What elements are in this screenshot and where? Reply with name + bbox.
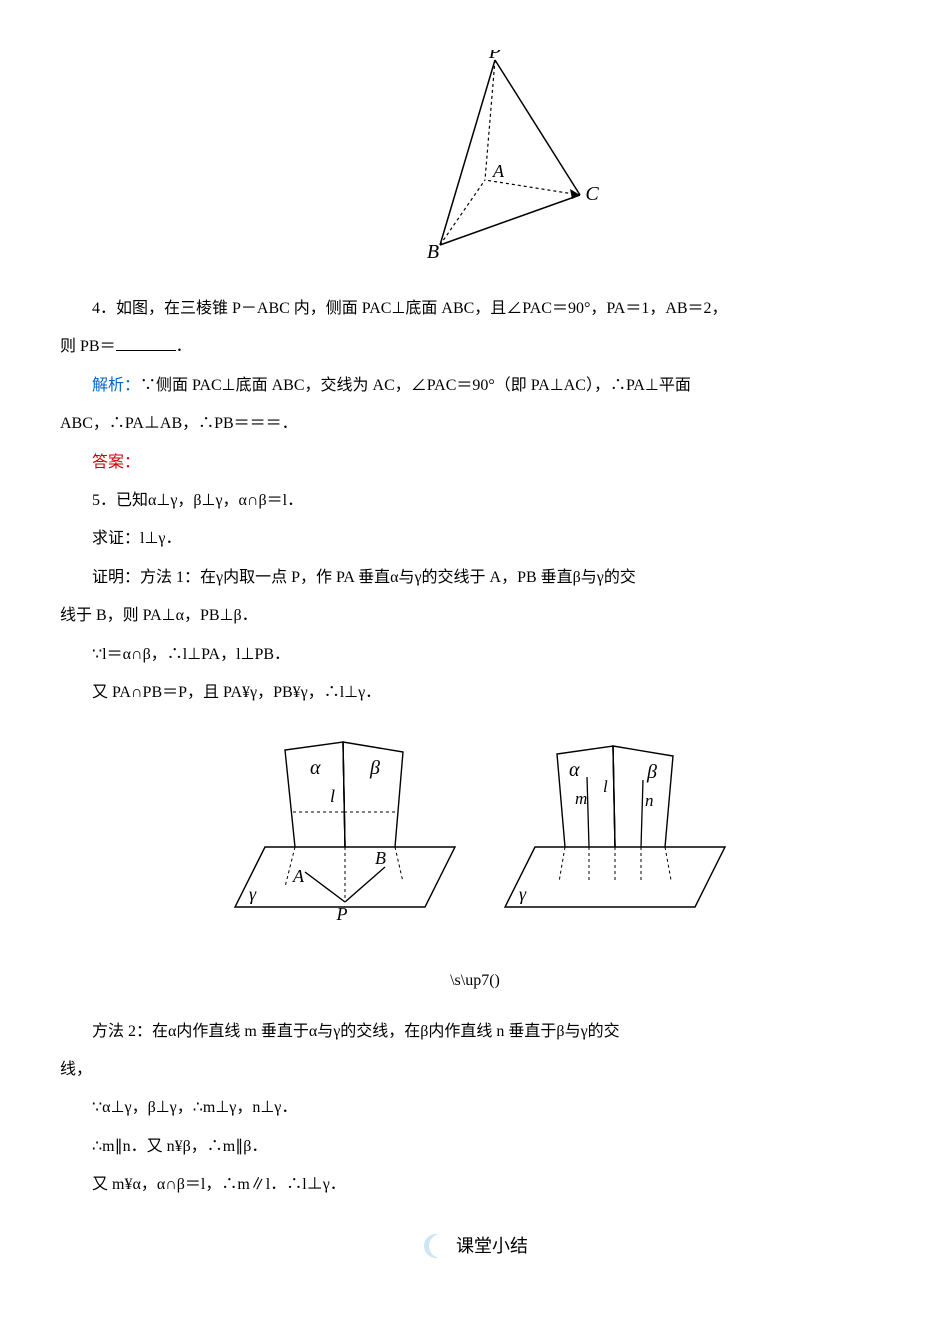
q4-text-b: 则 PB＝ xyxy=(60,338,116,355)
figure-pyramid: P A B C xyxy=(60,50,890,260)
l-alpha: α xyxy=(310,757,321,779)
proof-m1-l2: 线于 B，则 PA⊥α，PB⊥β． xyxy=(60,597,890,635)
proof-m2-l1: 方法 2：在α内作直线 m 垂直于α与γ的交线，在β内作直线 n 垂直于β与γ的… xyxy=(60,1013,890,1051)
proof-m1-l4: 又 PA∩PB＝P，且 PA¥γ，PB¥γ，∴l⊥γ． xyxy=(60,674,890,712)
label-A: A xyxy=(492,161,505,181)
footer-text: 课堂小结 xyxy=(456,1225,528,1268)
r-n: n xyxy=(645,791,654,810)
l-l: l xyxy=(330,786,335,806)
fig2-caption: \s\up7() xyxy=(60,962,890,1000)
proof-m1-l1: 证明：方法 1：在γ内取一点 P，作 PA 垂直α与γ的交线于 A，PB 垂直β… xyxy=(60,559,890,597)
planes-svg: α β l A B P γ α β l m n γ xyxy=(215,732,735,932)
q4-text-a: 4．如图，在三棱锥 P－ABC 内，侧面 PAC⊥底面 ABC，且∠PAC＝90… xyxy=(92,300,728,317)
pyramid-svg: P A B C xyxy=(345,50,605,260)
answer-line: 答案： xyxy=(60,444,890,482)
analysis-line2: ABC，∴PA⊥AB，∴PB＝＝＝． xyxy=(60,405,890,443)
proof-m2-l1b: 线， xyxy=(60,1051,890,1089)
r-gamma: γ xyxy=(519,884,527,904)
crescent-icon xyxy=(422,1232,450,1260)
label-P: P xyxy=(488,50,501,63)
r-alpha: α xyxy=(569,759,580,781)
l-P: P xyxy=(336,904,348,924)
answer-label: 答案： xyxy=(92,454,140,471)
proof-m2-l2: ∵α⊥γ，β⊥γ，∴m⊥γ，n⊥γ． xyxy=(60,1089,890,1127)
footer: 课堂小结 xyxy=(60,1225,890,1276)
q4-line1: 4．如图，在三棱锥 P－ABC 内，侧面 PAC⊥底面 ABC，且∠PAC＝90… xyxy=(60,290,890,328)
q4-text-c: ． xyxy=(176,338,192,355)
r-beta: β xyxy=(646,761,657,783)
q4-line2: 则 PB＝ ． xyxy=(60,328,890,366)
r-m: m xyxy=(575,789,587,808)
q5-given: 5．已知α⊥γ，β⊥γ，α∩β＝l． xyxy=(60,482,890,520)
q5-prove: 求证：l⊥γ． xyxy=(60,520,890,558)
r-l: l xyxy=(603,777,608,796)
analysis-line1: 解析：∵侧面 PAC⊥底面 ABC，交线为 AC，∠PAC＝90°（即 PA⊥A… xyxy=(60,367,890,405)
proof-m2-l4: 又 m¥α，α∩β＝l，∴m∥l．∴l⊥γ． xyxy=(60,1166,890,1204)
right-diagram: α β l m n γ xyxy=(505,746,725,907)
l-beta: β xyxy=(369,757,380,779)
figure-planes: α β l A B P γ α β l m n γ xyxy=(60,732,890,932)
l-A: A xyxy=(292,866,305,886)
left-diagram: α β l A B P γ xyxy=(235,742,455,924)
analysis-a: ∵侧面 PAC⊥底面 ABC，交线为 AC，∠PAC＝90°（即 PA⊥AC），… xyxy=(140,377,691,394)
proof-m2-l3: ∴m∥n．又 n¥β，∴m∥β． xyxy=(60,1128,890,1166)
l-B: B xyxy=(375,848,386,868)
label-C: C xyxy=(585,183,599,205)
label-B: B xyxy=(427,241,439,260)
analysis-label: 解析： xyxy=(92,377,140,394)
blank-line xyxy=(116,334,176,351)
l-gamma: γ xyxy=(249,884,257,904)
proof-m1-l3: ∵l＝α∩β，∴l⊥PA，l⊥PB． xyxy=(60,636,890,674)
analysis-b: ABC，∴PA⊥AB，∴PB＝＝＝． xyxy=(60,415,298,432)
